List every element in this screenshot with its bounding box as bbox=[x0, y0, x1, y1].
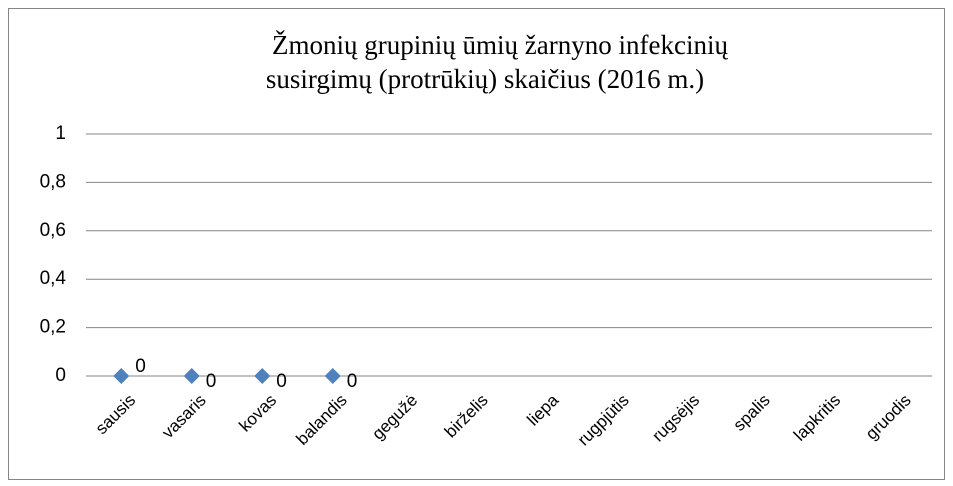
data-label: 0 bbox=[276, 371, 287, 392]
chart-title: susirgimų (protrūkių) skaičius (2016 m.) bbox=[266, 64, 704, 94]
marker bbox=[113, 368, 130, 384]
y-tick-label: 0 bbox=[55, 365, 66, 386]
data-label: 0 bbox=[135, 356, 146, 377]
data-label: 0 bbox=[347, 371, 358, 392]
y-tick-label: 0,6 bbox=[40, 220, 66, 241]
y-tick-label: 0,4 bbox=[40, 268, 67, 289]
marker bbox=[183, 368, 200, 384]
y-tick-label: 1 bbox=[55, 123, 66, 144]
chart-title: Žmonių grupinių ūmių žarnyno infekcinių bbox=[272, 30, 728, 60]
chart-border bbox=[8, 8, 945, 480]
y-tick-label: 0,8 bbox=[40, 171, 66, 192]
marker bbox=[324, 368, 341, 384]
marker bbox=[254, 368, 271, 384]
data-label: 0 bbox=[206, 371, 217, 392]
y-tick-label: 0,2 bbox=[40, 317, 66, 338]
